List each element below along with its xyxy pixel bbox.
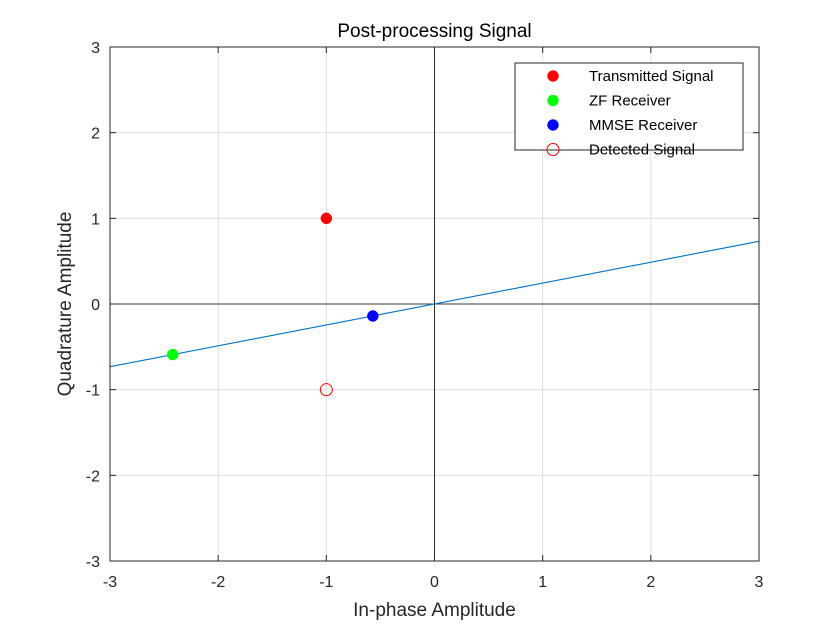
- legend-marker: [547, 119, 559, 131]
- legend-label: Detected Signal: [589, 142, 695, 159]
- chart-title: Post-processing Signal: [337, 21, 531, 42]
- legend-marker: [547, 94, 559, 107]
- x-tick-label: 2: [646, 574, 655, 591]
- data-points: [166, 212, 379, 397]
- y-tick-label: -2: [86, 468, 100, 485]
- x-tick-label: 0: [430, 574, 439, 591]
- y-tick-label: -1: [86, 383, 100, 400]
- data-point: [166, 348, 179, 361]
- x-tick-label: 1: [538, 574, 547, 591]
- legend-label: MMSE Receiver: [589, 117, 697, 134]
- reference-line: [109, 240, 760, 368]
- x-axis-label: In-phase Amplitude: [353, 600, 516, 621]
- y-tick-label: 3: [91, 40, 100, 57]
- y-tick-labels: -3 -2 -1 0 1 2 3: [86, 40, 759, 571]
- x-tick-labels: -3 -2 -1 0 1 2 3: [103, 47, 764, 591]
- legend-marker: [547, 70, 559, 82]
- y-tick-label: 2: [91, 126, 100, 143]
- data-point: [319, 383, 333, 397]
- x-tick-label: -2: [211, 574, 225, 591]
- x-tick-label: 3: [755, 574, 764, 591]
- legend: Transmitted Signal ZF Receiver MMSE Receiv…: [514, 62, 744, 159]
- y-tick-label: 1: [91, 211, 100, 228]
- y-axis-label: Quadrature Amplitude: [55, 212, 76, 397]
- y-tick-label: 0: [91, 297, 100, 314]
- y-tick-label: -3: [86, 554, 100, 571]
- x-tick-label: -1: [319, 574, 333, 591]
- legend-label: ZF Receiver: [589, 93, 671, 110]
- reference-line-path: [109, 240, 760, 368]
- x-tick-label: -3: [103, 574, 117, 591]
- legend-label: Transmitted Signal: [589, 68, 714, 85]
- legend-marker: [546, 143, 560, 156]
- data-point: [320, 212, 333, 225]
- data-point: [367, 310, 379, 322]
